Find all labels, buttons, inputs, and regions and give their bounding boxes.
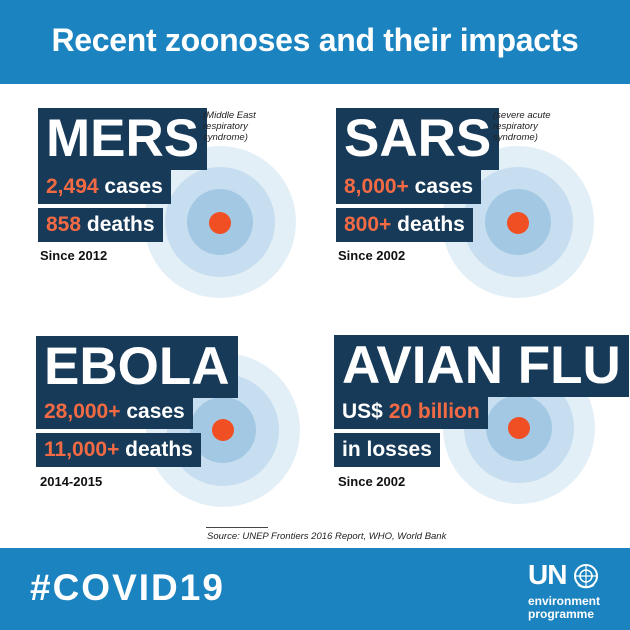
mers-deaths-stat: 858 deaths	[38, 208, 163, 242]
sars-cases-box: 8,000+ cases	[336, 170, 482, 204]
sars-title: SARS	[344, 109, 492, 168]
sars-deaths-value: 800+	[344, 213, 392, 236]
avian-in-losses-label: in losses	[342, 438, 432, 461]
mers-title-box: MERS	[38, 108, 208, 170]
sars-deaths-stat: 800+ deaths	[336, 208, 473, 242]
sars-note: (severe acute respiratory syndrome)	[493, 110, 577, 143]
sars-since: Since 2002	[338, 248, 406, 263]
ebola-title-box: EBOLA	[36, 336, 238, 398]
ebola-cases-box: 28,000+ cases	[36, 395, 193, 429]
ebola-deaths-label: deaths	[119, 438, 193, 461]
mers-note-line: syndrome)	[203, 132, 248, 143]
sars-cases-stat: 8,000+ cases	[336, 170, 481, 204]
footer-banner: #COVID19 UN environment programme	[0, 548, 630, 630]
avian-title: AVIAN FLU	[342, 336, 621, 395]
logo-un-text: UN	[528, 559, 567, 590]
sars-deaths-label: deaths	[391, 213, 465, 236]
mers-deaths-value: 858	[46, 213, 82, 236]
header-banner: Recent zoonoses and their impacts	[0, 0, 630, 84]
hashtag: #COVID19	[30, 567, 225, 608]
ebola-deaths-box: 11,000+ deaths	[36, 433, 201, 467]
avian-currency: US$	[342, 400, 389, 423]
sars-note-line: (severe acute	[493, 110, 551, 121]
sars-note-line: syndrome)	[493, 132, 538, 143]
mers-cases-stat: 2,494 cases	[38, 170, 171, 204]
source-divider	[206, 527, 268, 528]
mers-cases-label: cases	[98, 175, 163, 198]
avian-losses-stat: US$ 20 billion	[334, 395, 488, 429]
logo-line-environment: environment	[528, 594, 601, 608]
sars-cases-label: cases	[408, 175, 474, 198]
mers-center-dot	[209, 212, 231, 234]
source-note: Source: UNEP Frontiers 2016 Report, WHO,…	[207, 531, 447, 542]
mers-note: (Middle East respiratory syndrome)	[203, 110, 287, 143]
mers-note-line: respiratory	[203, 121, 248, 132]
sars-center-dot	[507, 212, 529, 234]
ebola-cases-value: 28,000+	[44, 400, 121, 423]
sars-note-line: respiratory	[493, 121, 538, 132]
ebola-center-dot	[212, 419, 234, 441]
mers-deaths-box: 858 deaths	[38, 208, 163, 242]
avian-losses-value: 20 billion	[388, 400, 480, 423]
ebola-deaths-stat: 11,000+ deaths	[36, 433, 201, 467]
ebola-deaths-value: 11,000+	[44, 438, 120, 461]
mers-deaths-label: deaths	[81, 213, 155, 236]
ebola-cases-stat: 28,000+ cases	[36, 395, 193, 429]
avian-since: Since 2002	[338, 474, 406, 489]
avian-center-dot	[508, 417, 530, 439]
un-emblem-icon	[574, 564, 598, 589]
sars-cases-value: 8,000+	[344, 175, 409, 198]
avian-in-losses-box: in losses	[334, 433, 440, 467]
mers-note-line: (Middle East	[203, 110, 256, 121]
mers-since: Since 2012	[40, 248, 108, 263]
mers-title: MERS	[46, 109, 200, 168]
ebola-since: 2014-2015	[40, 474, 103, 489]
logo-line-programme: programme	[528, 607, 595, 621]
ebola-title: EBOLA	[44, 337, 230, 396]
ebola-cases-label: cases	[120, 400, 185, 423]
avian-losses-box: US$ 20 billion	[334, 395, 488, 429]
sars-deaths-box: 800+ deaths	[336, 208, 473, 242]
sars-title-box: SARS	[336, 108, 500, 170]
mers-cases-value: 2,494	[46, 175, 99, 198]
un-environment-logo: UN environment programme	[514, 559, 624, 623]
avian-title-box: AVIAN FLU	[334, 335, 629, 397]
mers-cases-box: 2,494 cases	[38, 170, 171, 204]
page-title: Recent zoonoses and their impacts	[51, 22, 579, 58]
